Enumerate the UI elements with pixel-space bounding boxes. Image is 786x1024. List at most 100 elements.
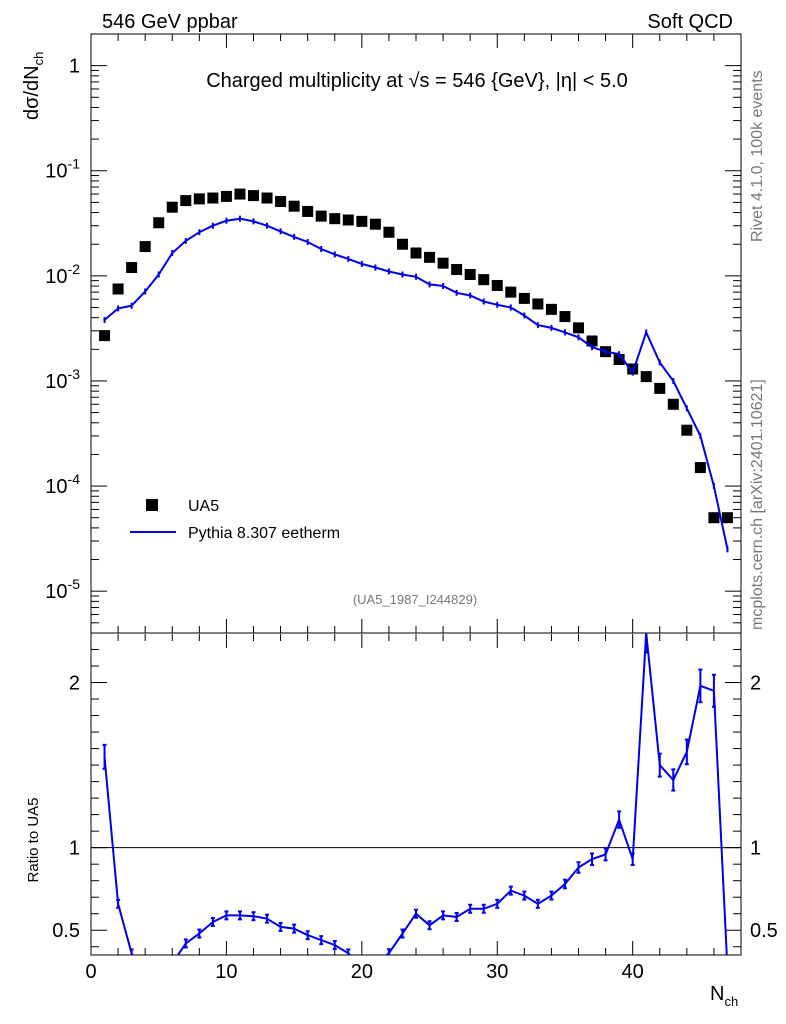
ua5-point — [126, 262, 138, 274]
ratio-y-axis-label: Ratio to UA5 — [25, 797, 42, 882]
x-axis-label: Nch — [710, 983, 738, 1009]
ua5-point — [180, 195, 192, 207]
ua5-point — [207, 192, 219, 204]
ua5-point — [275, 195, 287, 207]
ua5-point — [640, 371, 652, 383]
ua5-point — [721, 512, 733, 524]
ratio-y-tick-label: 2 — [69, 673, 80, 695]
ratio-point — [278, 921, 283, 932]
ua5-point — [491, 279, 503, 291]
ua5-point — [356, 215, 368, 227]
y-axis-label: dσ/dNch — [21, 52, 46, 120]
ua5-point — [329, 213, 341, 225]
ua5-point — [288, 200, 300, 212]
side-info-top: Rivet 4.1.0, 100k events — [749, 70, 766, 242]
ua5-point — [193, 193, 205, 205]
ratio-point — [129, 948, 134, 955]
y-tick-label: 10-2 — [45, 261, 80, 288]
y-tick-label: 10-4 — [45, 471, 80, 498]
ratio-point — [210, 916, 215, 927]
svg-text:dσ/dNch: dσ/dNch — [21, 52, 46, 120]
ua5-point — [694, 462, 706, 474]
y-tick-label: 10-5 — [45, 576, 80, 603]
ua5-point — [545, 303, 557, 315]
ua5-point — [220, 190, 232, 202]
ratio-point — [535, 898, 540, 909]
analysis-id: (UA5_1987_I244829) — [353, 592, 477, 607]
ua5-point — [369, 218, 381, 230]
ratio-point — [562, 878, 567, 890]
ratio-point — [183, 938, 188, 949]
ratio-y-tick-label: 1 — [69, 838, 80, 860]
ratio-point — [617, 810, 622, 829]
ratio-point — [116, 898, 121, 909]
ratio-y-tick-label-right: 1 — [750, 838, 761, 860]
x-tick-label: 10 — [215, 961, 237, 983]
ratio-point — [251, 911, 256, 922]
ua5-point — [478, 274, 490, 286]
legend-marker-ua5 — [146, 499, 158, 511]
side-info-bottom: mcplots.cern.ch [arXiv:2401.10621] — [749, 379, 766, 630]
ratio-point — [305, 930, 310, 941]
plot-title: Charged multiplicity at √s = 546 {GeV}, … — [206, 70, 628, 92]
svg-text:Nch: Nch — [710, 983, 738, 1009]
ua5-point — [667, 398, 679, 410]
ratio-point — [400, 928, 405, 939]
ua5-point — [518, 292, 530, 304]
ratio-point — [522, 890, 527, 901]
ratio-point — [292, 923, 297, 934]
ratio-point — [468, 903, 473, 914]
ua5-point — [586, 335, 598, 347]
ua5-point — [613, 354, 625, 366]
x-tick-label: 40 — [622, 961, 644, 983]
ratio-line — [103, 633, 728, 955]
ua5-point — [437, 257, 449, 269]
ua5-point — [559, 311, 571, 323]
ua5-point — [451, 263, 463, 275]
ratio-point — [237, 910, 242, 921]
ratio-point — [265, 913, 270, 924]
legend-label-ua5: UA5 — [188, 498, 219, 515]
ratio-point — [102, 743, 107, 770]
ratio-point — [427, 920, 432, 931]
ratio-y-tick-label-right: 0.5 — [750, 920, 778, 942]
legend: UA5 Pythia 8.307 eetherm — [130, 498, 340, 542]
x-tick-label: 0 — [85, 961, 96, 983]
ua5-point — [234, 188, 246, 200]
ratio-point — [197, 928, 202, 939]
y-tick-label: 10-3 — [45, 366, 80, 393]
ratio-point — [319, 935, 324, 946]
ratio-point — [603, 847, 608, 862]
ratio-point — [576, 861, 581, 874]
ua5-point — [627, 363, 639, 375]
ua5-point — [315, 210, 327, 222]
ua5-point — [532, 298, 544, 310]
ratio-point — [698, 668, 703, 704]
ua5-point — [708, 512, 720, 524]
ratio-point — [630, 852, 635, 867]
main-plot-frame — [90, 33, 742, 634]
ratio-point — [508, 885, 513, 896]
header-right: Soft QCD — [647, 11, 733, 33]
ua5-point — [342, 214, 354, 226]
ua5-point — [248, 190, 259, 202]
ratio-point — [346, 948, 351, 955]
ratio-point — [590, 852, 595, 867]
ua5-point — [302, 205, 314, 217]
ratio-point — [454, 912, 459, 923]
y-tick-label: 10-1 — [45, 156, 80, 183]
ua5-point — [573, 322, 584, 334]
ua5-point — [166, 201, 178, 213]
y-tick-label: 1 — [69, 56, 80, 78]
ua5-point — [424, 251, 436, 263]
ratio-y-tick-label-right: 2 — [750, 673, 761, 695]
x-tick-label: 30 — [486, 961, 508, 983]
ratio-point — [711, 673, 716, 708]
ua5-point — [505, 286, 517, 298]
header-left: 546 GeV ppbar — [102, 11, 238, 33]
x-tick-label: 20 — [351, 961, 373, 983]
ratio-point — [657, 752, 662, 778]
ratio-point — [332, 940, 337, 951]
ratio-point — [671, 768, 676, 792]
ua5-point — [654, 382, 666, 394]
